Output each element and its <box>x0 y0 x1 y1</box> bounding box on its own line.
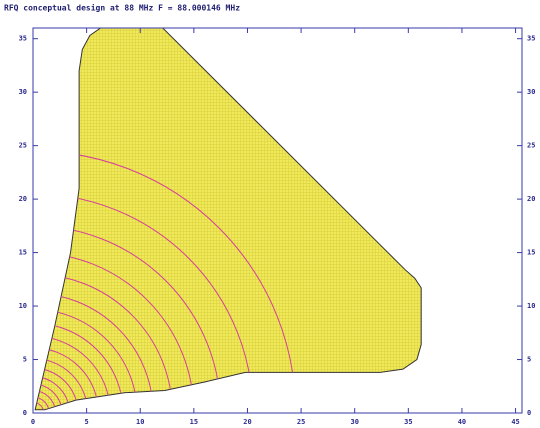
solution-region <box>35 28 421 410</box>
y-tick-label: 5 <box>23 356 27 364</box>
chart-title: RFQ conceptual design at 88 MHz F = 88.0… <box>4 3 240 13</box>
chart: RFQ conceptual design at 88 MHz F = 88.0… <box>0 0 540 428</box>
y-tick-label: 35 <box>19 35 27 43</box>
y2-tick-label: 10 <box>527 302 535 310</box>
y2-tick-label: 20 <box>527 195 535 203</box>
x-tick-label: 25 <box>297 418 305 426</box>
x-tick-label: 20 <box>243 418 251 426</box>
x-tick-label: 35 <box>404 418 412 426</box>
x-tick-label: 45 <box>511 418 519 426</box>
y2-tick-label: 5 <box>527 356 531 364</box>
x-tick-label: 30 <box>350 418 358 426</box>
x-tick-label: 0 <box>31 418 35 426</box>
x-tick-label: 10 <box>136 418 144 426</box>
y2-tick-label: 25 <box>527 142 535 150</box>
y2-tick-label: 15 <box>527 249 535 257</box>
y-tick-label: 0 <box>23 409 27 417</box>
x-tick-label: 15 <box>190 418 198 426</box>
x-tick-label: 40 <box>458 418 466 426</box>
y-tick-label: 30 <box>19 88 27 96</box>
y-tick-label: 15 <box>19 249 27 257</box>
y-tick-label: 10 <box>19 302 27 310</box>
y-tick-label: 20 <box>19 195 27 203</box>
x-tick-label: 5 <box>85 418 89 426</box>
y2-tick-label: 0 <box>527 409 531 417</box>
y2-tick-label: 35 <box>527 35 535 43</box>
y-tick-label: 25 <box>19 142 27 150</box>
y2-tick-label: 30 <box>527 88 535 96</box>
